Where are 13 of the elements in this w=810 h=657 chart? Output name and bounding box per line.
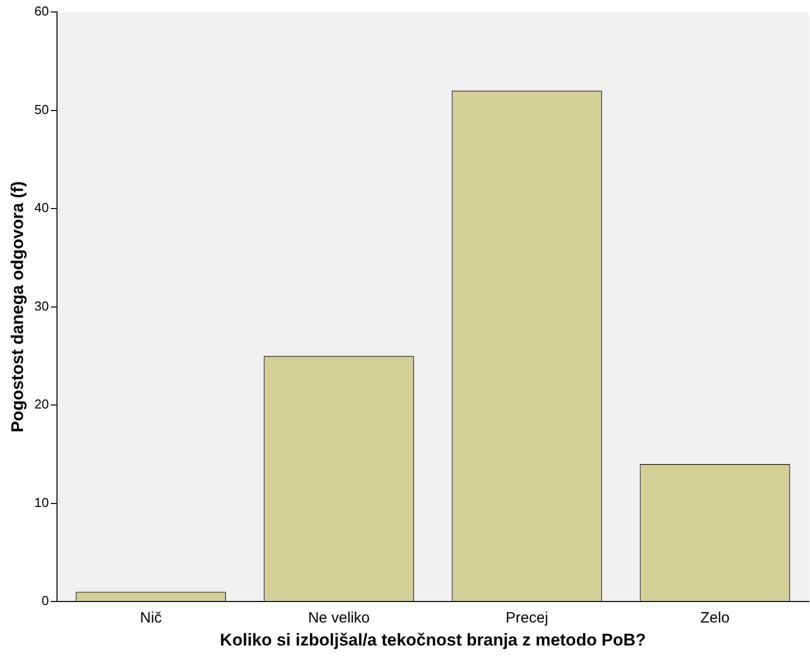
x-tick-label: Nič xyxy=(140,610,162,627)
y-tick-label: 40 xyxy=(34,200,49,216)
y-tick-label: 50 xyxy=(34,102,49,117)
y-tick-label: 0 xyxy=(42,593,49,608)
x-axis-title: Koliko si izboljšal/a tekočnost branja z metodo PoB? xyxy=(220,630,646,650)
x-tick-label: Ne veliko xyxy=(308,610,370,627)
y-tick-label: 60 xyxy=(34,4,49,19)
y-axis-title: Pogostost danega odgovora (f) xyxy=(8,181,27,432)
y-tick-label: 20 xyxy=(34,396,49,412)
x-tick-label: Precej xyxy=(506,610,548,627)
y-tick-label: 30 xyxy=(34,298,49,314)
y-tick-label: 10 xyxy=(34,494,49,510)
x-tick-label: Zelo xyxy=(700,610,730,627)
